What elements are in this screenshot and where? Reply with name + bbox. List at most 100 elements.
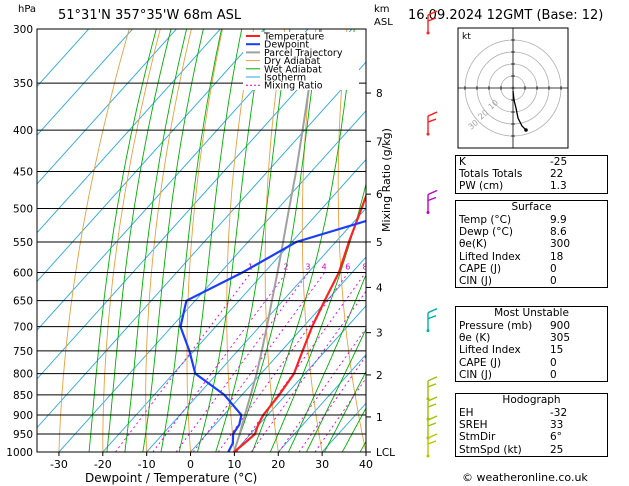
km-tick-label: 7 <box>376 136 383 148</box>
index-value: 1.3 <box>550 180 567 193</box>
index-value: 9.9 <box>550 214 567 226</box>
index-value: 6° <box>550 431 562 444</box>
altitude-unit-asl: ASL <box>374 17 393 28</box>
km-tick-label: 5 <box>376 237 383 249</box>
wind-barb-flag <box>427 415 438 421</box>
index-row: CAPE (J) 0 <box>456 263 607 275</box>
index-label: EH <box>459 407 474 419</box>
x-tick-label: 20 <box>271 458 285 471</box>
pressure-unit: hPa <box>18 4 37 15</box>
index-row: Totals Totals 22 <box>456 168 607 180</box>
index-row: SREH 33 <box>456 419 607 431</box>
km-tick-label: 8 <box>376 88 383 100</box>
mixing-ratio-label: 4 <box>322 263 327 272</box>
pressure-tick-label: 750 <box>13 346 33 358</box>
km-tick-label: 6 <box>376 189 383 201</box>
x-tick-label: 40 <box>359 458 373 471</box>
dry-adiabat-line <box>373 0 414 469</box>
index-row: θe(K) 300 <box>456 238 607 250</box>
hodograph-unit: kt <box>462 32 471 42</box>
wind-barb-base <box>426 31 430 35</box>
index-label: θe(K) <box>459 238 487 251</box>
pressure-tick-label: 550 <box>13 237 33 249</box>
isotherm-line <box>37 29 134 136</box>
x-axis-label: Dewpoint / Temperature (°C) <box>85 471 258 485</box>
x-tick-label: 10 <box>227 458 241 471</box>
x-tick-label: 0 <box>187 458 194 471</box>
index-row: CIN (J) 0 <box>456 275 607 287</box>
mixing-ratio-line <box>278 327 366 452</box>
wet-adiabat-line <box>323 370 366 452</box>
index-row: Temp (°C) 9.9 <box>456 214 607 226</box>
legend-entry: Mixing Ratio <box>264 81 323 92</box>
x-tick-label: -20 <box>94 458 112 471</box>
index-value: 33 <box>550 419 564 432</box>
wind-barb-flag <box>427 118 437 123</box>
legend-entry: Wet Adiabat <box>264 64 322 75</box>
index-row: CIN (J) 0 <box>456 369 607 381</box>
index-value: 0 <box>550 262 557 275</box>
surface-table: Surface Temp (°C) 9.9 Dewp (°C) 8.6 θe(K) 300 L… <box>455 200 608 289</box>
mixing-ratio-line <box>175 272 309 452</box>
index-value: 15 <box>550 344 564 357</box>
index-label: PW (cm) <box>459 180 504 193</box>
index-label: Pressure (mb) <box>459 320 533 332</box>
table-header: Hodograph <box>502 394 561 406</box>
index-label: CIN (J) <box>459 368 492 381</box>
plot-frame <box>36 28 367 453</box>
wind-barb-base <box>426 397 430 401</box>
pressure-tick-label: 950 <box>13 429 33 441</box>
mixing-ratio-line <box>236 272 366 452</box>
index-row: StmDir 6° <box>456 431 607 443</box>
mixing-ratio-axis-label: Mixing Ratio (g/kg) <box>380 128 393 232</box>
wind-barb-base <box>426 132 430 136</box>
wind-barbs <box>426 10 438 458</box>
pressure-tick-label: 300 <box>13 24 33 36</box>
mixing-ratio-label: 25 <box>436 263 446 272</box>
mixing-ratio-line <box>152 272 287 452</box>
copyright: © weatheronline.co.uk <box>462 471 588 484</box>
wind-barb-flag <box>427 422 437 427</box>
legend-entry: Isotherm <box>264 73 306 84</box>
legend-entry: Parcel Trajectory <box>264 48 343 59</box>
index-value: 900 <box>550 320 571 332</box>
isotherm-line <box>37 29 178 185</box>
index-value: 25 <box>550 443 564 456</box>
plot-area: 1 2 3 4 6 8 10 15 20 25 <box>37 0 446 469</box>
mixing-ratio-line <box>298 355 366 452</box>
index-row: Lifted Index 15 <box>456 344 607 356</box>
hodograph-table: Hodograph EH -32 SREH 33 StmDir 6° StmSpd (kt) 2… <box>455 393 608 457</box>
pressure-tick-label: 500 <box>13 203 33 215</box>
mixing-ratio-line <box>250 290 366 452</box>
x-tick-label: -10 <box>138 458 156 471</box>
legend-entry: Dry Adiabat <box>264 56 321 67</box>
index-label: CAPE (J) <box>459 356 502 369</box>
altitude-unit-km: km <box>374 4 390 15</box>
wind-barb-base <box>426 329 430 333</box>
isotherm-line <box>37 29 90 88</box>
km-tick-label: LCL <box>376 447 395 459</box>
pressure-tick-label: 850 <box>13 390 33 402</box>
table-header: Surface <box>511 201 552 213</box>
wind-barb-flag <box>427 403 437 408</box>
index-row: Lifted Index 18 <box>456 251 607 263</box>
station-title: 51°31'N 357°35'W 68m ASL <box>58 8 242 23</box>
dewpoint-line <box>179 219 366 452</box>
index-row: StmSpd (kt) 25 <box>456 444 607 456</box>
index-label: Dewp (°C) <box>459 226 513 239</box>
pressure-tick-label: 1000 <box>6 447 33 459</box>
index-value: 0 <box>550 274 557 287</box>
km-tick-label: 1 <box>376 412 383 424</box>
wet-adiabat-line <box>341 407 366 452</box>
index-row: Pressure (mb) 900 <box>456 320 607 332</box>
legend-box <box>243 32 359 90</box>
index-value: 0 <box>550 356 557 369</box>
mixing-ratio-line <box>314 377 366 452</box>
wind-barb-flag <box>427 315 437 320</box>
wind-barb-flag <box>427 376 438 382</box>
legend-entry: Dewpoint <box>264 40 309 51</box>
pressure-tick-label: 600 <box>13 268 33 280</box>
wind-barb-flag <box>427 308 438 314</box>
km-tick-label: 4 <box>376 282 383 294</box>
